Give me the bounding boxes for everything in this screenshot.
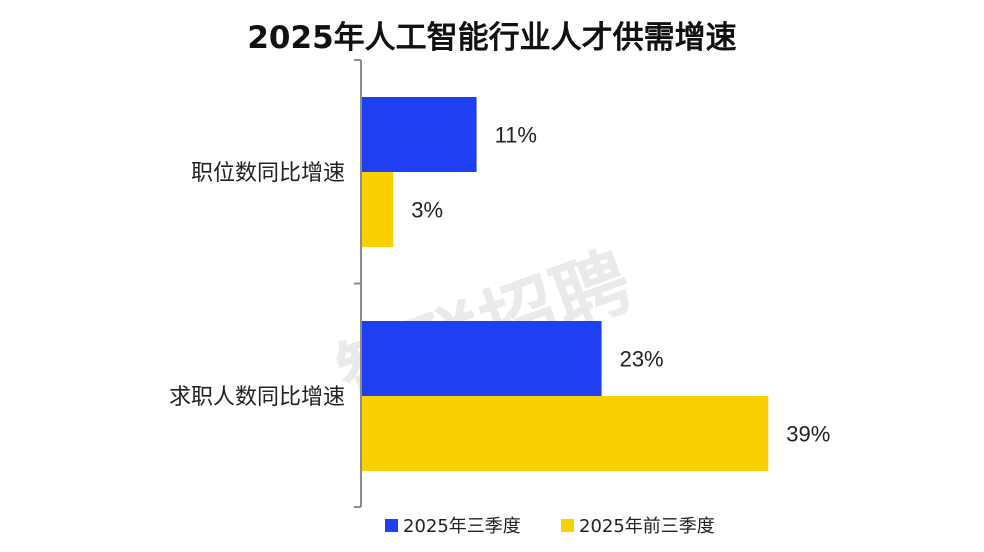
value-label: 39%	[786, 422, 830, 447]
category-label: 求职人数同比增速	[169, 385, 345, 410]
legend: 2025年三季度 2025年前三季度	[385, 516, 715, 537]
value-label: 3%	[411, 198, 443, 223]
value-labels: 11% 3% 23% 39%	[411, 123, 830, 447]
legend-label: 2025年三季度	[403, 516, 521, 537]
value-label: 11%	[495, 123, 537, 148]
bar-1-1	[362, 97, 477, 172]
category-label: 职位数同比增速	[191, 161, 345, 186]
value-label: 23%	[620, 347, 664, 372]
bar-1-2	[362, 172, 394, 247]
chart-title: 2025年人工智能行业人才供需增速	[247, 20, 736, 56]
legend-label: 2025年前三季度	[579, 516, 715, 537]
bar-2-2	[362, 396, 769, 471]
legend-swatch	[561, 519, 574, 532]
bar-2-1	[362, 321, 602, 396]
legend-swatch	[385, 519, 398, 532]
bars	[362, 97, 769, 471]
category-axis	[354, 59, 362, 508]
